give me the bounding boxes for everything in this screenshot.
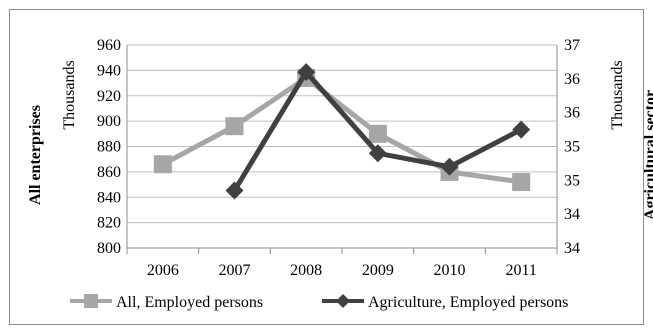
right-axis-title: Agricultural sector — [642, 90, 653, 220]
left-axis-title: All enterprises — [27, 105, 44, 205]
x-tick-label: 2008 — [290, 262, 322, 279]
x-tick-label: 2007 — [219, 262, 251, 279]
series-agriculture — [225, 63, 531, 200]
left-tick-label: 800 — [97, 240, 121, 257]
data-point — [225, 117, 244, 136]
right-tick-label: 34 — [564, 206, 580, 223]
legend-marker-agriculture — [336, 294, 350, 308]
data-point — [368, 144, 387, 163]
x-tick-label: 2006 — [147, 262, 179, 279]
x-tick-label: 2009 — [362, 262, 394, 279]
left-tick-label: 960 — [97, 37, 121, 54]
left-axis-unit: Thousands — [61, 60, 78, 129]
legend-label-agriculture: Agriculture, Employed persons — [368, 294, 568, 311]
right-tick-label: 35 — [564, 139, 580, 156]
x-tick-labels: 2006 2007 2008 2009 2010 2011 — [147, 262, 537, 279]
legend: All, Employed persons Agriculture, Emplo… — [70, 294, 568, 311]
right-tick-labels: 34 34 35 35 36 36 37 — [564, 37, 580, 257]
data-point — [512, 120, 531, 139]
x-tick-label: 2011 — [505, 262, 536, 279]
left-tick-label: 920 — [97, 88, 121, 105]
left-tick-labels: 800 820 840 860 880 900 920 940 960 — [97, 37, 121, 257]
right-tick-label: 37 — [564, 37, 580, 54]
data-point — [297, 63, 316, 82]
left-tick-label: 900 — [97, 113, 121, 130]
right-tick-label: 36 — [564, 105, 580, 122]
series-all — [153, 68, 531, 192]
data-point — [225, 181, 244, 200]
right-tick-label: 35 — [564, 172, 580, 189]
legend-marker-all — [84, 294, 98, 308]
left-tick-label: 860 — [97, 164, 121, 181]
right-tick-label: 34 — [564, 240, 580, 257]
left-tick-label: 820 — [97, 215, 121, 232]
data-point — [153, 155, 172, 174]
right-axis-unit: Thousands — [609, 60, 626, 129]
data-point — [368, 124, 387, 143]
legend-label-all: All, Employed persons — [116, 294, 263, 311]
chart-frame — [9, 9, 644, 325]
series-line — [161, 75, 522, 185]
axes — [126, 45, 558, 254]
x-tick-label: 2010 — [434, 262, 466, 279]
data-point — [512, 173, 531, 192]
series-layer — [153, 63, 531, 200]
left-tick-label: 840 — [97, 189, 121, 206]
left-tick-label: 880 — [97, 139, 121, 156]
right-tick-label: 36 — [564, 71, 580, 88]
left-tick-label: 940 — [97, 62, 121, 79]
data-point — [440, 157, 459, 176]
